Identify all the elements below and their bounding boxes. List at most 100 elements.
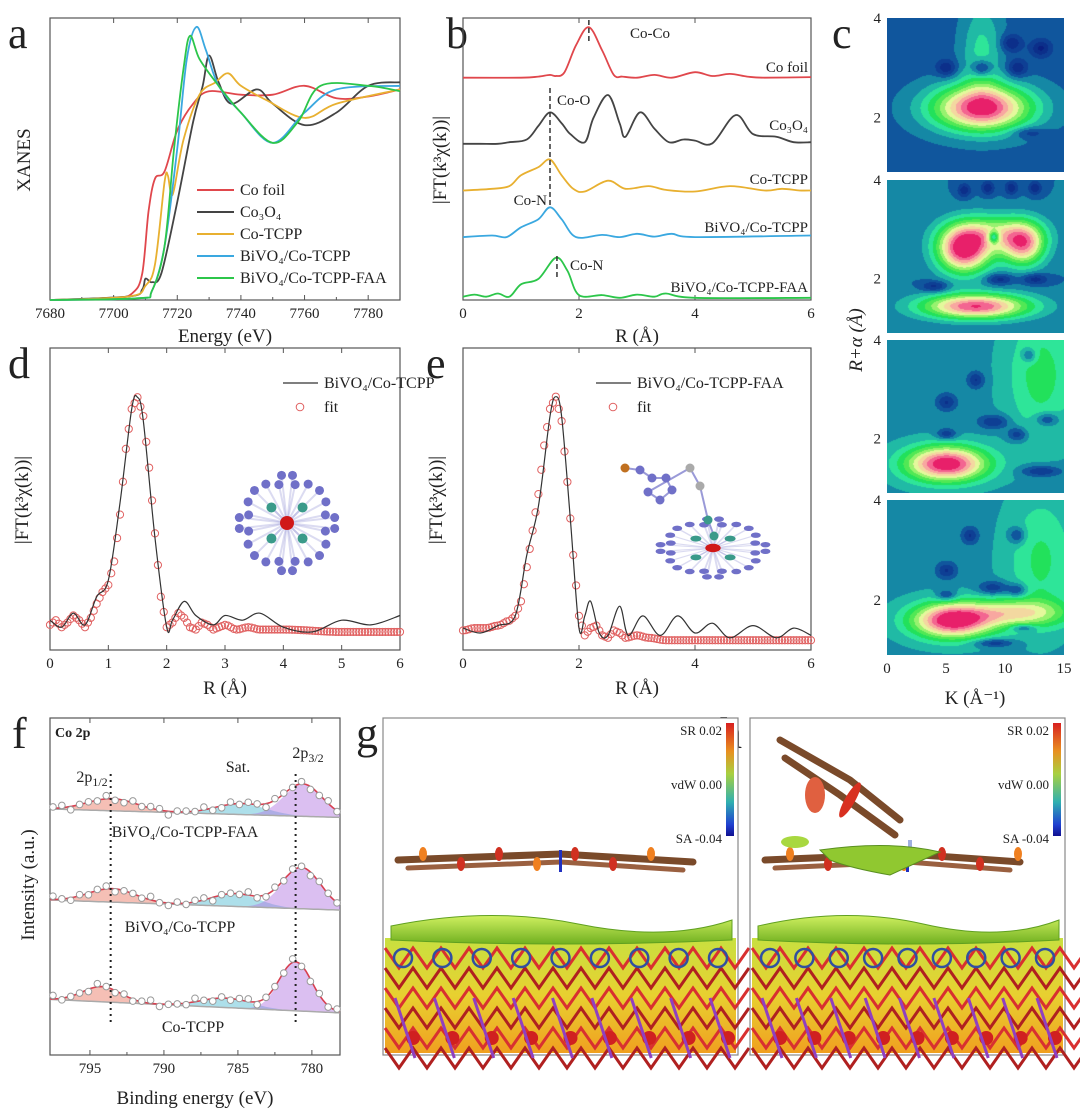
bond [286, 500, 327, 524]
crystal-bonds [750, 945, 1080, 971]
panel-e-legend-label: fit [637, 399, 652, 416]
faa-molecule [776, 736, 904, 824]
panel-b-series-label: Co-TCPP [750, 172, 808, 188]
panel-d-fit-marker [270, 625, 279, 634]
panel-c-xtick-label: 0 [883, 661, 891, 677]
interaction-isosurface-spot [647, 847, 655, 861]
vanadium-oxygen-ring [432, 947, 453, 969]
panel-e-fit-marker [763, 636, 772, 645]
panel-f-data-marker [93, 885, 102, 894]
panel-f-data-marker [244, 995, 253, 1003]
interaction-isosurface-spot [976, 857, 984, 871]
crystal-bonds [750, 1005, 1080, 1031]
atom [321, 539, 331, 549]
panel-c-ytick-label: 2 [874, 272, 882, 288]
panel-f-data-marker [137, 802, 146, 811]
panel-e-fit-marker [760, 636, 769, 645]
panel-e-fit-marker [659, 635, 668, 645]
panel-d-fit-marker [343, 627, 352, 637]
panel-e-fit-marker [705, 636, 714, 645]
atom [655, 541, 666, 548]
colorbar-label: SR 0.02 [680, 723, 722, 738]
panel-d-fit-marker [375, 627, 384, 637]
panel-e-fit-marker [801, 636, 810, 645]
atom [731, 568, 742, 575]
panel-f-data-marker [271, 883, 279, 891]
panel-e-fit-marker [757, 636, 766, 645]
atom [303, 479, 313, 489]
panel-d-fit-marker [287, 625, 297, 634]
panel-f-data-marker [279, 876, 288, 885]
panel-d-xtick-label: 2 [163, 656, 171, 672]
panel-f-data-marker [262, 803, 270, 812]
vanadium-oxygen-ring [828, 947, 849, 969]
vdw-interaction-isosurface [781, 836, 809, 848]
crystal-bonds [750, 1025, 1080, 1051]
panel-e-fit-marker [650, 634, 659, 643]
panel-e-fit-marker [647, 633, 656, 643]
atom [750, 558, 761, 564]
panel-d-fit-marker [387, 627, 396, 637]
atom [234, 523, 244, 533]
panel-d-fit-marker [337, 627, 346, 637]
panel-c-ytick-label: 2 [874, 110, 882, 126]
bond [712, 524, 738, 549]
atom [249, 485, 259, 495]
panel-f-data-marker [129, 997, 137, 1005]
crystal-bonds [750, 985, 1080, 1011]
peak-label-subscript: 3/2 [308, 751, 323, 765]
panel-f-data-marker [262, 993, 270, 1002]
panel-e-fit-marker [615, 628, 624, 638]
panel-f-data-marker [84, 797, 93, 806]
panel-d-fit-marker [311, 626, 320, 636]
panel-e-fit-marker [702, 636, 711, 645]
panel-d-legend-marker [295, 402, 305, 412]
panel-c-ytick-label: 4 [874, 173, 882, 189]
panel-d-fit-marker [340, 627, 349, 637]
panel-e-fit-marker [696, 636, 705, 645]
panel-f-data-marker [58, 895, 66, 903]
panel-c-ytick-label: 4 [874, 333, 882, 349]
panel-d-fit-marker [115, 510, 125, 519]
panel-b-series-label: Co₃O₄ [769, 118, 808, 134]
panel-d-xtick-label: 3 [221, 656, 229, 672]
panel-a-xanes: 7680 7700 7720 7740 7760 7780 Co foil Co₃O₄ Co-T… [35, 17, 401, 322]
panel-d-fit-marker [180, 613, 189, 622]
panel-d-fit-marker [305, 626, 314, 635]
panel-e-fit-marker [531, 508, 540, 517]
panel-a-series-line [49, 84, 401, 301]
panel-b-bond-annotation: Co-N [570, 258, 604, 274]
panel-f-data-marker [191, 807, 199, 816]
bismuth-bond [629, 997, 653, 1059]
panel-f-xlabel: Binding energy (eV) [117, 1088, 274, 1109]
bond [669, 534, 714, 549]
vanadium-oxygen-ring [471, 947, 492, 969]
atom [716, 568, 727, 574]
panel-e-fit-marker [792, 636, 801, 645]
panel-a-xtick-label: 7760 [290, 306, 320, 322]
panel-e-fit-marker [795, 636, 804, 645]
panel-f-data-marker [191, 994, 199, 1003]
panel-e-fit: 0 2 4 6 BiVO₄/Co-TCPP-FAA fit [458, 347, 815, 672]
panel-d-fit-marker [349, 627, 358, 637]
panel-c-wavelet-map [887, 180, 1064, 333]
vanadium-oxygen-ring [1000, 947, 1021, 969]
panel-e-xlabel: R (Å) [615, 678, 659, 699]
panel-e-data-line [462, 396, 812, 639]
atom [234, 513, 244, 523]
atom [277, 566, 287, 576]
panel-d-fit-marker [334, 627, 343, 637]
panel-e-xtick-label: 6 [807, 656, 815, 672]
panel-b-bond-annotation: Co-Co [630, 26, 670, 42]
atom [731, 521, 742, 528]
panel-d-fit-marker [296, 625, 305, 635]
porphyrin-faa-structure-inset [655, 516, 771, 580]
panel-f-data-marker [164, 901, 173, 910]
panel-f-data-marker [155, 898, 164, 907]
panel-a-xtick-label: 7680 [35, 306, 65, 322]
panel-d-fit: 0 1 2 3 4 5 6 BiVO₄/Co-TCPP fit [45, 347, 435, 672]
bond [699, 485, 709, 521]
panel-d-fit-marker [264, 625, 273, 634]
panel-f-data-marker [49, 803, 57, 811]
